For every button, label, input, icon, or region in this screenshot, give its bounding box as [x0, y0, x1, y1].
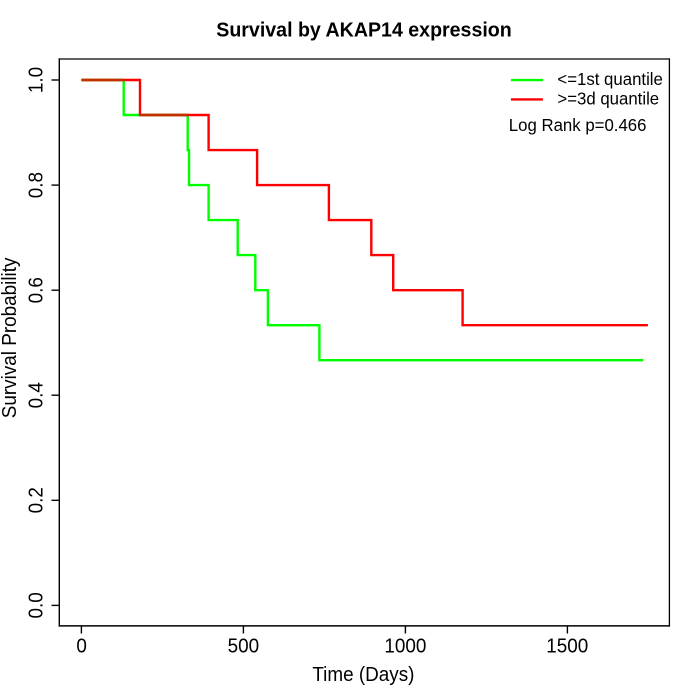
svg-text:0.6: 0.6: [25, 277, 48, 303]
svg-text:Survival Probability: Survival Probability: [0, 257, 21, 418]
svg-text:0.2: 0.2: [25, 487, 48, 513]
svg-text:1000: 1000: [384, 635, 426, 658]
svg-text:0.8: 0.8: [25, 172, 48, 198]
svg-text:0.4: 0.4: [25, 382, 48, 408]
svg-text:0.0: 0.0: [25, 592, 48, 618]
svg-text:0: 0: [76, 635, 87, 658]
svg-text:1.0: 1.0: [25, 67, 48, 93]
svg-text:<=1st quantile: <=1st quantile: [557, 69, 662, 89]
svg-text:Time (Days): Time (Days): [312, 663, 414, 686]
svg-text:>=3d quantile: >=3d quantile: [557, 88, 659, 108]
svg-text:Log Rank p=0.466: Log Rank p=0.466: [509, 115, 647, 135]
svg-text:1500: 1500: [546, 635, 588, 658]
svg-text:Survival by AKAP14 expression: Survival by AKAP14 expression: [216, 19, 511, 42]
svg-text:500: 500: [228, 635, 260, 658]
